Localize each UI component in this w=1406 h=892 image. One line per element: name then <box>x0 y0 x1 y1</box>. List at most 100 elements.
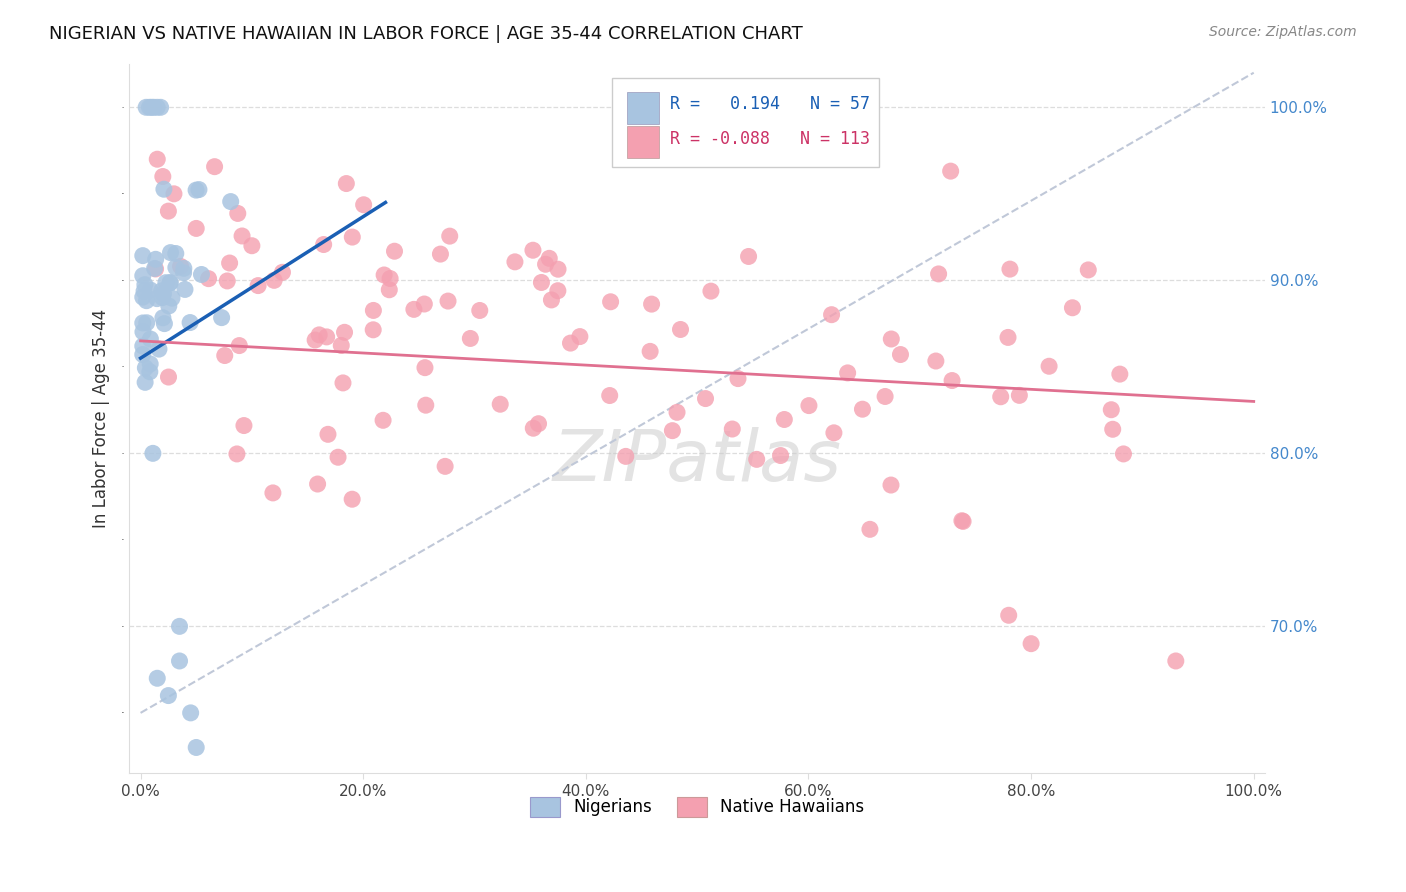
Point <box>132 316 155 330</box>
Point <box>880 478 903 492</box>
Point <box>737 250 759 264</box>
Point <box>219 194 242 209</box>
Point <box>700 284 723 298</box>
Point <box>186 221 208 235</box>
Point <box>875 389 897 403</box>
Point <box>312 237 335 252</box>
Point <box>880 332 903 346</box>
Text: NIGERIAN VS NATIVE HAWAIIAN IN LABOR FORCE | AGE 35-44 CORRELATION CHART: NIGERIAN VS NATIVE HAWAIIAN IN LABOR FOR… <box>49 25 803 43</box>
Point <box>157 689 180 703</box>
Point <box>335 177 357 191</box>
Point <box>159 276 181 290</box>
Point <box>150 284 173 298</box>
Point <box>132 347 155 361</box>
Point <box>180 706 202 720</box>
Point <box>1038 359 1060 374</box>
Point <box>727 371 749 385</box>
Point <box>139 283 162 297</box>
Point <box>173 261 195 276</box>
Point <box>174 282 197 296</box>
Point <box>139 332 162 346</box>
FancyBboxPatch shape <box>627 127 658 159</box>
Point <box>638 344 661 359</box>
Point <box>721 422 744 436</box>
Point <box>997 608 1019 623</box>
Point <box>820 308 842 322</box>
Point <box>142 100 165 114</box>
Point <box>599 294 621 309</box>
Point <box>141 100 163 114</box>
Point <box>146 292 169 306</box>
Point <box>745 452 768 467</box>
Point <box>415 398 437 412</box>
Point <box>153 182 176 196</box>
Point <box>160 291 183 305</box>
Point <box>159 245 181 260</box>
Text: R =   0.194   N = 57: R = 0.194 N = 57 <box>669 95 870 112</box>
Point <box>211 310 233 325</box>
Point <box>139 365 162 379</box>
Point <box>990 390 1012 404</box>
Point <box>661 424 683 438</box>
Y-axis label: In Labor Force | Age 35-44: In Labor Force | Age 35-44 <box>93 310 110 528</box>
FancyBboxPatch shape <box>612 78 879 167</box>
Point <box>413 297 436 311</box>
Point <box>378 283 401 297</box>
Point <box>135 293 157 308</box>
Point <box>132 268 155 283</box>
Point <box>614 450 637 464</box>
Point <box>859 522 882 536</box>
Point <box>142 446 165 460</box>
Point <box>666 405 689 419</box>
Point <box>184 183 207 197</box>
Point <box>132 249 155 263</box>
Point <box>271 265 294 279</box>
Point <box>769 449 792 463</box>
Point <box>538 252 561 266</box>
Point <box>429 247 451 261</box>
Point <box>439 229 461 244</box>
Point <box>153 317 176 331</box>
Point <box>889 347 911 361</box>
Point <box>155 276 177 290</box>
Point <box>522 421 544 435</box>
Point <box>163 186 186 201</box>
Point <box>135 316 157 330</box>
Text: R = -0.088   N = 113: R = -0.088 N = 113 <box>669 130 870 148</box>
Point <box>132 325 155 339</box>
Point <box>134 376 156 390</box>
Point <box>307 477 329 491</box>
Point <box>530 276 553 290</box>
Point <box>214 349 236 363</box>
Point <box>179 316 201 330</box>
Point <box>851 402 873 417</box>
Point <box>950 514 973 528</box>
Point <box>152 286 174 301</box>
Point <box>240 238 263 252</box>
Point <box>190 268 212 282</box>
Point <box>527 417 550 431</box>
Point <box>135 100 157 114</box>
Point <box>165 246 187 260</box>
Point <box>1108 367 1130 381</box>
Point <box>547 284 569 298</box>
Point <box>1112 447 1135 461</box>
Point <box>773 412 796 426</box>
Point <box>837 366 859 380</box>
Point <box>437 294 460 309</box>
Point <box>217 274 239 288</box>
Point <box>145 252 167 267</box>
Point <box>226 447 249 461</box>
Point <box>333 326 356 340</box>
Point <box>218 256 240 270</box>
Point <box>384 244 406 259</box>
Point <box>145 262 167 277</box>
Point <box>540 293 562 307</box>
Point <box>247 278 270 293</box>
Point <box>159 276 181 290</box>
Point <box>169 654 191 668</box>
Point <box>522 244 544 258</box>
Point <box>226 206 249 220</box>
Point <box>134 360 156 375</box>
Point <box>939 164 962 178</box>
